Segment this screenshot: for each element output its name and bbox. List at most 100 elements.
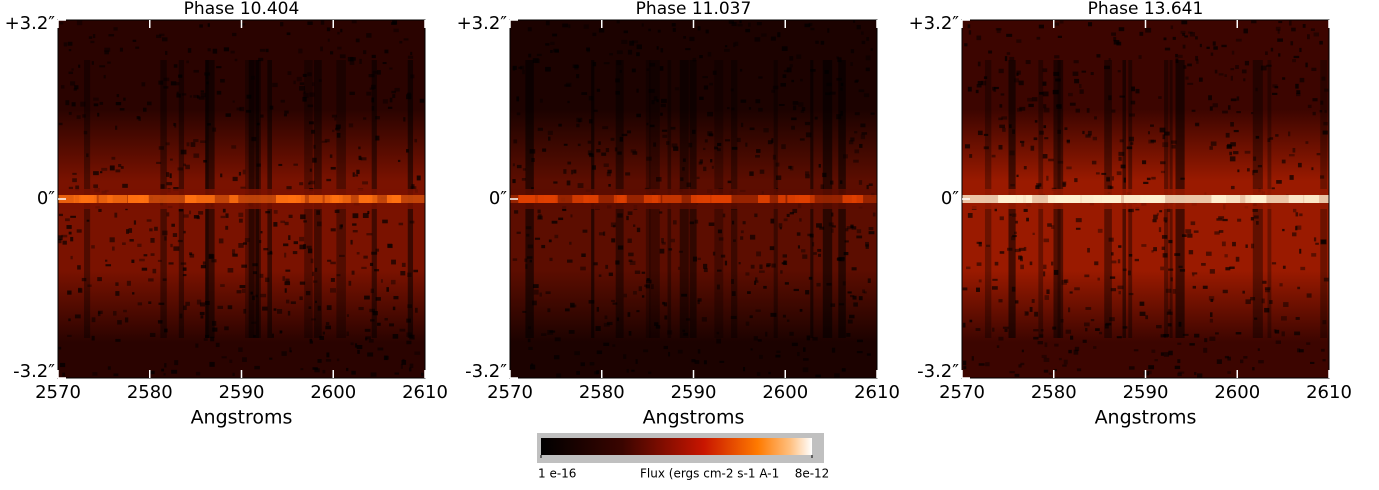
noise: [170, 243, 173, 248]
noise: [726, 107, 730, 110]
noise: [847, 291, 852, 294]
noise: [1278, 53, 1281, 57]
noise: [514, 210, 519, 214]
noise: [236, 290, 242, 294]
noise: [677, 266, 681, 270]
noise: [805, 171, 810, 176]
noise: [791, 342, 798, 347]
noise: [538, 214, 542, 220]
noise: [697, 257, 701, 261]
noise: [83, 130, 88, 135]
noise: [107, 61, 111, 64]
noise: [271, 333, 274, 338]
noise: [1275, 134, 1279, 137]
noise: [262, 306, 268, 311]
noise: [571, 169, 574, 175]
noise: [815, 40, 819, 44]
noise: [682, 167, 685, 171]
noise: [636, 310, 640, 313]
noise: [1167, 207, 1171, 213]
noise: [290, 301, 296, 305]
noise: [604, 315, 608, 320]
noise: [1178, 371, 1185, 374]
colorbar-tick-label: 8e-12: [795, 467, 830, 481]
noise: [363, 50, 367, 55]
colorbar: [541, 438, 812, 455]
noise: [1158, 227, 1162, 233]
noise: [849, 295, 855, 298]
noise: [1198, 77, 1203, 82]
noise: [372, 311, 378, 316]
noise: [87, 284, 92, 287]
noise: [113, 310, 117, 316]
noise: [616, 60, 622, 66]
noise: [252, 263, 258, 267]
noise: [731, 107, 735, 111]
noise: [977, 130, 983, 136]
noise: [745, 28, 751, 33]
noise: [330, 228, 336, 232]
noise: [99, 65, 106, 68]
noise: [1074, 78, 1080, 84]
noise: [641, 23, 644, 27]
noise: [1230, 142, 1236, 147]
noise: [964, 144, 971, 149]
noise: [146, 219, 152, 222]
noise: [677, 349, 683, 354]
noise: [1253, 169, 1258, 173]
noise: [616, 317, 620, 322]
noise: [420, 372, 424, 377]
noise: [518, 66, 523, 69]
noise: [350, 342, 354, 346]
noise: [846, 332, 851, 337]
noise: [1148, 370, 1152, 375]
noise: [1079, 89, 1084, 94]
noise: [1215, 332, 1219, 335]
noise: [371, 54, 376, 59]
noise: [512, 179, 516, 184]
noise: [603, 342, 610, 347]
noise: [400, 270, 406, 276]
noise: [1051, 225, 1055, 229]
continuum-knot: [662, 195, 682, 203]
noise: [634, 270, 641, 274]
noise: [170, 81, 177, 86]
x-tick-label: 2570: [939, 382, 985, 403]
noise: [392, 94, 396, 98]
noise: [1293, 55, 1300, 59]
noise: [174, 123, 177, 128]
noise: [1244, 150, 1251, 154]
noise: [995, 28, 1002, 31]
noise: [627, 49, 633, 55]
noise: [626, 368, 629, 373]
continuum-knot: [229, 195, 239, 203]
noise: [999, 216, 1004, 221]
noise: [610, 137, 615, 141]
noise: [173, 187, 179, 191]
noise: [369, 308, 373, 313]
noise: [623, 354, 627, 359]
noise: [1028, 103, 1034, 108]
noise: [1250, 243, 1255, 249]
noise: [860, 134, 866, 140]
continuum-knot: [358, 195, 370, 203]
noise: [611, 238, 616, 243]
noise: [859, 143, 863, 148]
noise: [75, 185, 80, 191]
noise: [1299, 47, 1302, 53]
noise: [1202, 285, 1208, 289]
noise: [403, 38, 409, 41]
noise: [730, 88, 734, 92]
noise: [246, 94, 252, 99]
noise: [1213, 46, 1218, 50]
noise: [580, 362, 585, 367]
noise: [1052, 326, 1057, 330]
continuum-knot: [330, 195, 351, 203]
noise: [802, 367, 809, 373]
x-tick-label: 2590: [219, 382, 265, 403]
noise: [541, 333, 547, 336]
noise: [1073, 60, 1079, 64]
noise: [1004, 56, 1008, 62]
noise: [1041, 354, 1047, 359]
